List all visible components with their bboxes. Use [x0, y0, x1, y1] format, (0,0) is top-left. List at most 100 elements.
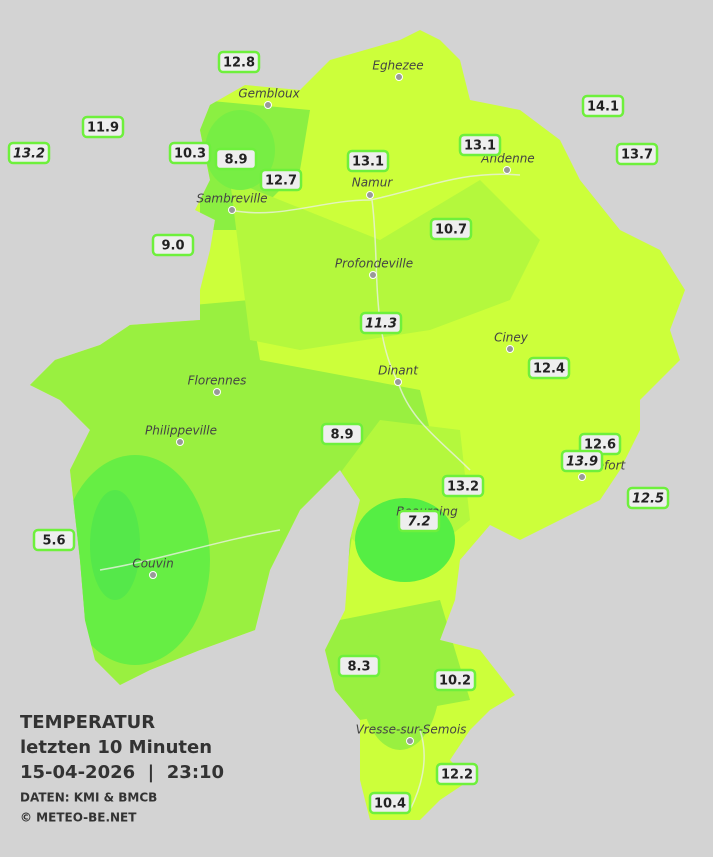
- stations: 12.8 11.9 13.2 10.3 8.9 12.7 13.1 13.1 14.1 13.7 9…: [7, 50, 670, 815]
- station-box: [441, 474, 485, 498]
- station-value: 12.8: [223, 56, 255, 71]
- town-dot: [394, 378, 402, 386]
- period: letzten 10 Minuten: [20, 737, 212, 758]
- station-box: [337, 654, 381, 678]
- station-value: 13.9: [566, 455, 598, 470]
- towns: EghezeeGemblouxAndenneNamurSambrevillePr…: [132, 59, 627, 745]
- station-value: 13.7: [621, 148, 653, 163]
- station-box: [320, 422, 364, 446]
- station-box: [429, 217, 473, 241]
- station: 8.9: [214, 147, 258, 171]
- town-label: Dinant: [378, 364, 419, 378]
- station-value: 12.2: [441, 768, 473, 783]
- station: 12.5: [626, 486, 670, 510]
- station: 13.2: [441, 474, 485, 498]
- station: 12.6: [578, 432, 622, 456]
- station-value: 10.7: [435, 223, 467, 238]
- station-value: 10.3: [174, 147, 206, 162]
- town-label: Eghezee: [372, 59, 423, 73]
- town-dot: [264, 101, 272, 109]
- station-box: [527, 356, 571, 380]
- station: 12.8: [217, 50, 261, 74]
- station: 12.7: [259, 168, 303, 192]
- station-box: [7, 141, 51, 165]
- town-dot: [406, 737, 414, 745]
- station-value: 10.2: [439, 674, 471, 689]
- station: 11.3: [359, 311, 403, 335]
- station-value: 8.9: [330, 428, 353, 443]
- station-box: [217, 50, 261, 74]
- station-box: [435, 762, 479, 786]
- station: 14.1: [581, 94, 625, 118]
- town-label: Couvin: [132, 557, 173, 571]
- datetime: 15-04-2026 | 23:10: [20, 762, 224, 783]
- town-dot: [506, 345, 514, 353]
- station-box: [615, 142, 659, 166]
- copyright: © METEO-BE.NET: [20, 811, 137, 825]
- station-box: [581, 94, 625, 118]
- station-value: 13.2: [447, 480, 479, 495]
- station-value: 9.0: [161, 239, 184, 254]
- station-box: [359, 311, 403, 335]
- station: 13.2: [7, 141, 51, 165]
- station: 8.3: [337, 654, 381, 678]
- station-value: 10.4: [374, 797, 406, 812]
- town-label: Sambreville: [196, 192, 267, 206]
- town-dot: [213, 388, 221, 396]
- station: 10.4: [368, 791, 412, 815]
- station-box: [151, 233, 195, 257]
- town-label: Vresse-sur-Semois: [356, 723, 467, 737]
- station: 13.1: [458, 133, 502, 157]
- station: 11.9: [81, 115, 125, 139]
- station-box: [346, 149, 390, 173]
- station-value: 12.4: [533, 362, 565, 377]
- station-value: 7.2: [407, 515, 430, 530]
- station: 5.6: [32, 528, 76, 552]
- station-box: [168, 141, 212, 165]
- title: TEMPERATUR: [20, 712, 155, 733]
- station-value: 12.7: [265, 174, 297, 189]
- station-box: [32, 528, 76, 552]
- station-box: [259, 168, 303, 192]
- station-box: [397, 509, 441, 533]
- town-label: Philippeville: [145, 424, 217, 438]
- town-label: Namur: [352, 176, 394, 190]
- station-value: 12.6: [584, 438, 616, 453]
- town-label: Gembloux: [238, 87, 300, 101]
- town-dot: [366, 191, 374, 199]
- station-value: 12.5: [632, 492, 664, 507]
- station-value: 5.6: [42, 534, 65, 549]
- town-dot: [176, 438, 184, 446]
- station: 10.3: [168, 141, 212, 165]
- station: 12.2: [435, 762, 479, 786]
- town-dot: [149, 571, 157, 579]
- town-dot: [578, 473, 586, 481]
- station: 13.7: [615, 142, 659, 166]
- town-dot: [228, 206, 236, 214]
- station-value: 11.9: [87, 121, 119, 136]
- station: 10.7: [429, 217, 473, 241]
- town-dot: [503, 166, 511, 174]
- station-value: 14.1: [587, 100, 619, 115]
- town-dot: [369, 271, 377, 279]
- station: 10.2: [433, 668, 477, 692]
- station-value: 8.3: [347, 660, 370, 675]
- station-box: [433, 668, 477, 692]
- station-value: 11.3: [365, 317, 397, 332]
- town-label: Florennes: [188, 374, 247, 388]
- legend-block: TEMPERATUR letzten 10 Minuten 15-04-2026…: [20, 712, 224, 825]
- source: DATEN: KMI & BMCB: [20, 791, 157, 805]
- station-box: [626, 486, 670, 510]
- station-box: [81, 115, 125, 139]
- station-box: [368, 791, 412, 815]
- station-box: [560, 449, 604, 473]
- station: 9.0: [151, 233, 195, 257]
- station: 8.9: [320, 422, 364, 446]
- station: 7.2: [397, 509, 441, 533]
- station-value: 13.1: [464, 139, 496, 154]
- station-value: 13.1: [352, 155, 384, 170]
- station: 12.4: [527, 356, 571, 380]
- town-label: Ciney: [494, 331, 529, 345]
- station-box: [458, 133, 502, 157]
